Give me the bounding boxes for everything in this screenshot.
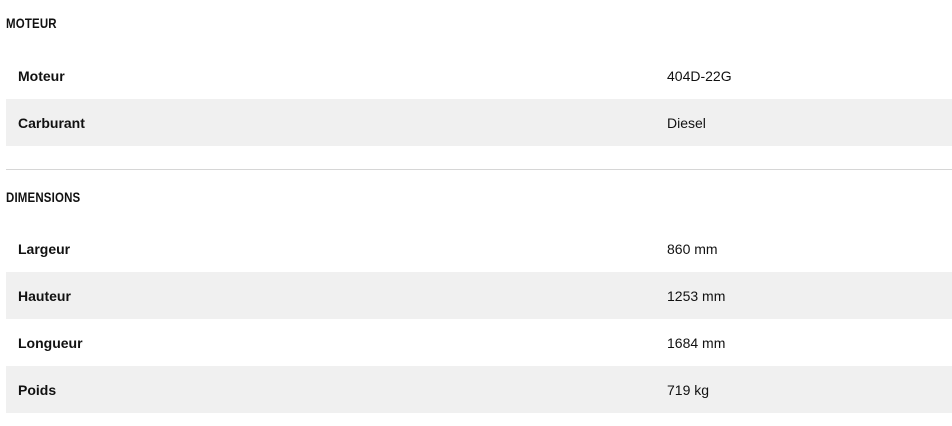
row-value: 404D-22G [667,67,732,84]
table-row: Poids 719 kg [6,366,952,413]
row-value: 860 mm [667,240,718,257]
row-label: Largeur [18,240,71,257]
row-label: Longueur [18,334,83,351]
section-title-moteur: MOTEUR [6,15,57,31]
section-divider [6,169,952,170]
spec-table-moteur: Moteur 404D-22G Carburant Diesel [6,52,952,146]
table-row: Largeur 860 mm [6,225,952,272]
row-label: Poids [18,381,57,398]
table-row: Moteur 404D-22G [6,52,952,99]
row-value: 719 kg [667,381,710,398]
table-row: Carburant Diesel [6,99,952,146]
section-title-dimensions: DIMENSIONS [6,189,81,205]
row-label: Carburant [18,114,85,131]
table-row: Longueur 1684 mm [6,319,952,366]
row-label: Hauteur [18,287,71,304]
row-value: 1253 mm [667,287,726,304]
table-row: Hauteur 1253 mm [6,272,952,319]
row-label: Moteur [18,67,65,84]
row-value: Diesel [667,114,706,131]
spec-table-dimensions: Largeur 860 mm Hauteur 1253 mm Longueur 168… [6,225,952,413]
row-value: 1684 mm [667,334,726,351]
